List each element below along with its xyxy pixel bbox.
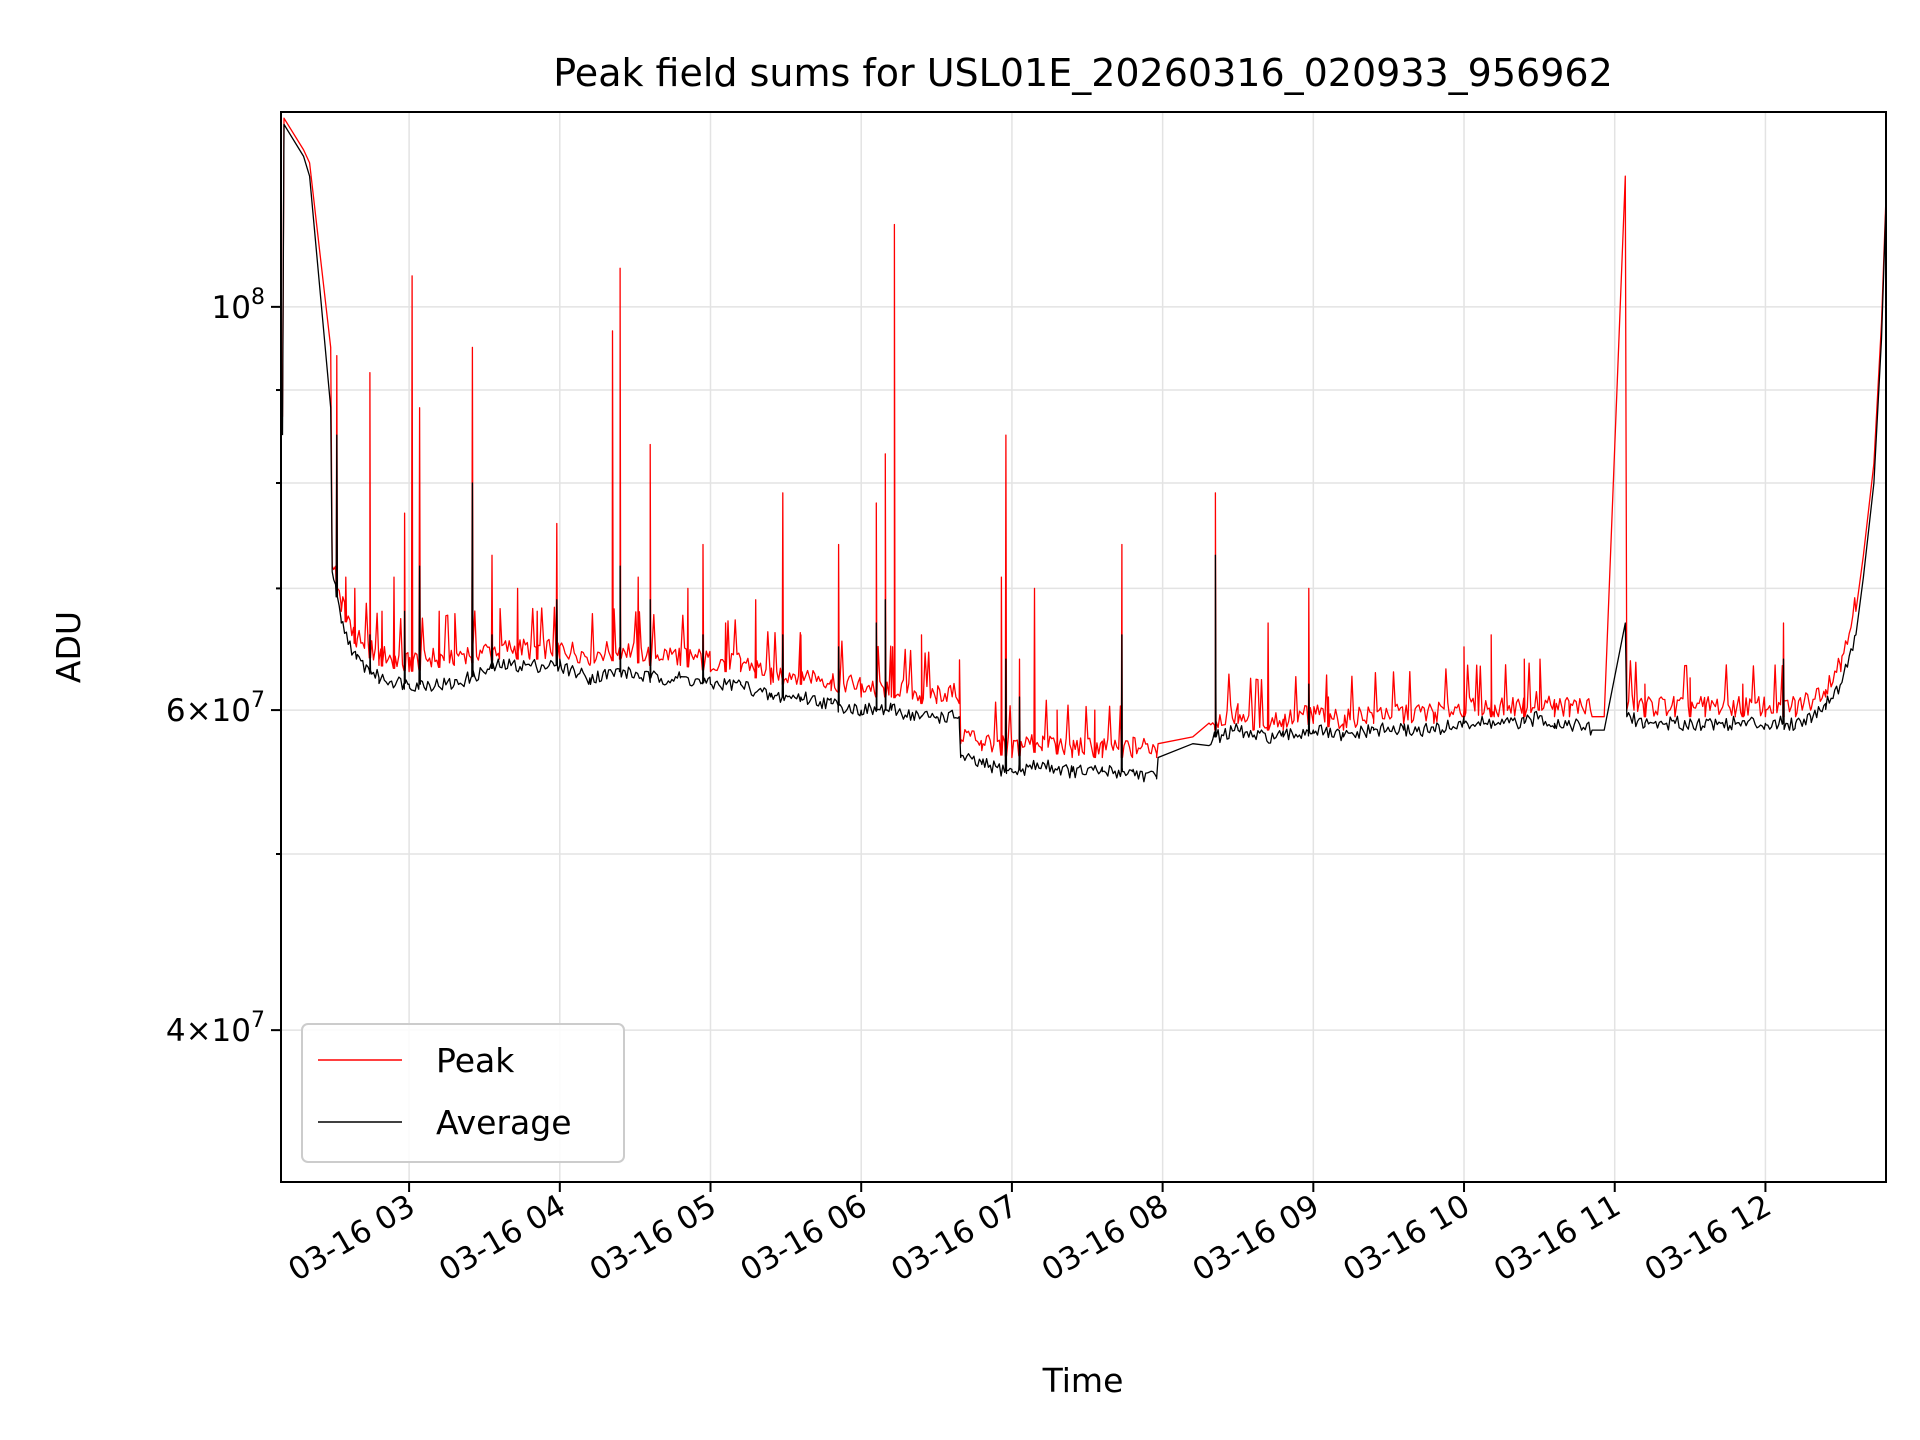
y-tick-base: 4×10 <box>166 1013 251 1049</box>
y-tick-base: 6×10 <box>166 693 251 729</box>
plot-frame <box>280 111 1887 1183</box>
chart-title: Peak field sums for USL01E_20260316_0209… <box>553 51 1613 95</box>
series-line-average <box>281 123 1887 783</box>
y-tick-base: 10 <box>212 290 251 326</box>
legend: Peak Average <box>301 1023 625 1163</box>
y-tick-label: 108 <box>212 285 265 326</box>
y-tick-label: 6×107 <box>166 688 265 729</box>
legend-peak-label: Peak <box>436 1041 515 1080</box>
legend-average-label: Average <box>436 1103 572 1142</box>
legend-box <box>301 1023 625 1163</box>
y-axis-label: ADU <box>49 611 88 683</box>
series-group <box>281 117 1887 783</box>
y-tick-exponent: 8 <box>251 285 265 310</box>
y-tick-label: 4×107 <box>166 1008 265 1049</box>
y-tick-exponent: 7 <box>251 1008 265 1033</box>
x-axis-label: Time <box>1042 1361 1124 1400</box>
y-tick-exponent: 7 <box>251 688 265 713</box>
grid <box>281 112 1886 1182</box>
series-line-peak <box>281 117 1887 759</box>
